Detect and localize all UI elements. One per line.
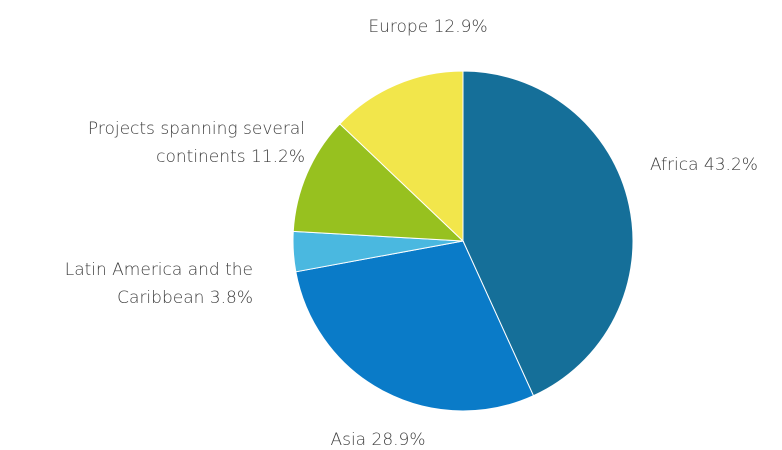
pie-slice [295, 240, 535, 412]
pie-slice [292, 123, 465, 242]
slice-label: Asia 28.9% [278, 426, 478, 450]
value-label: 43.2% [703, 155, 758, 175]
value-label: 12.9% [433, 17, 488, 37]
value-label: 11.2% [250, 147, 305, 167]
pie-slice [462, 70, 634, 397]
slice-label: Projects spanning several continents 11.… [5, 115, 305, 171]
value-label: 28.9% [371, 430, 426, 450]
pie-slice [339, 70, 464, 243]
value-label: 3.8% [209, 288, 253, 308]
category-name: Latin America and the Caribbean [64, 260, 253, 308]
category-name: Projects spanning several continents [87, 119, 305, 167]
category-name: Africa [650, 155, 699, 175]
category-name: Asia [330, 430, 367, 450]
slice-label: Africa 43.2% [650, 151, 782, 179]
slice-label: Europe 12.9% [328, 13, 528, 41]
slice-label: Latin America and the Caribbean 3.8% [0, 256, 253, 312]
category-name: Europe [368, 17, 429, 37]
